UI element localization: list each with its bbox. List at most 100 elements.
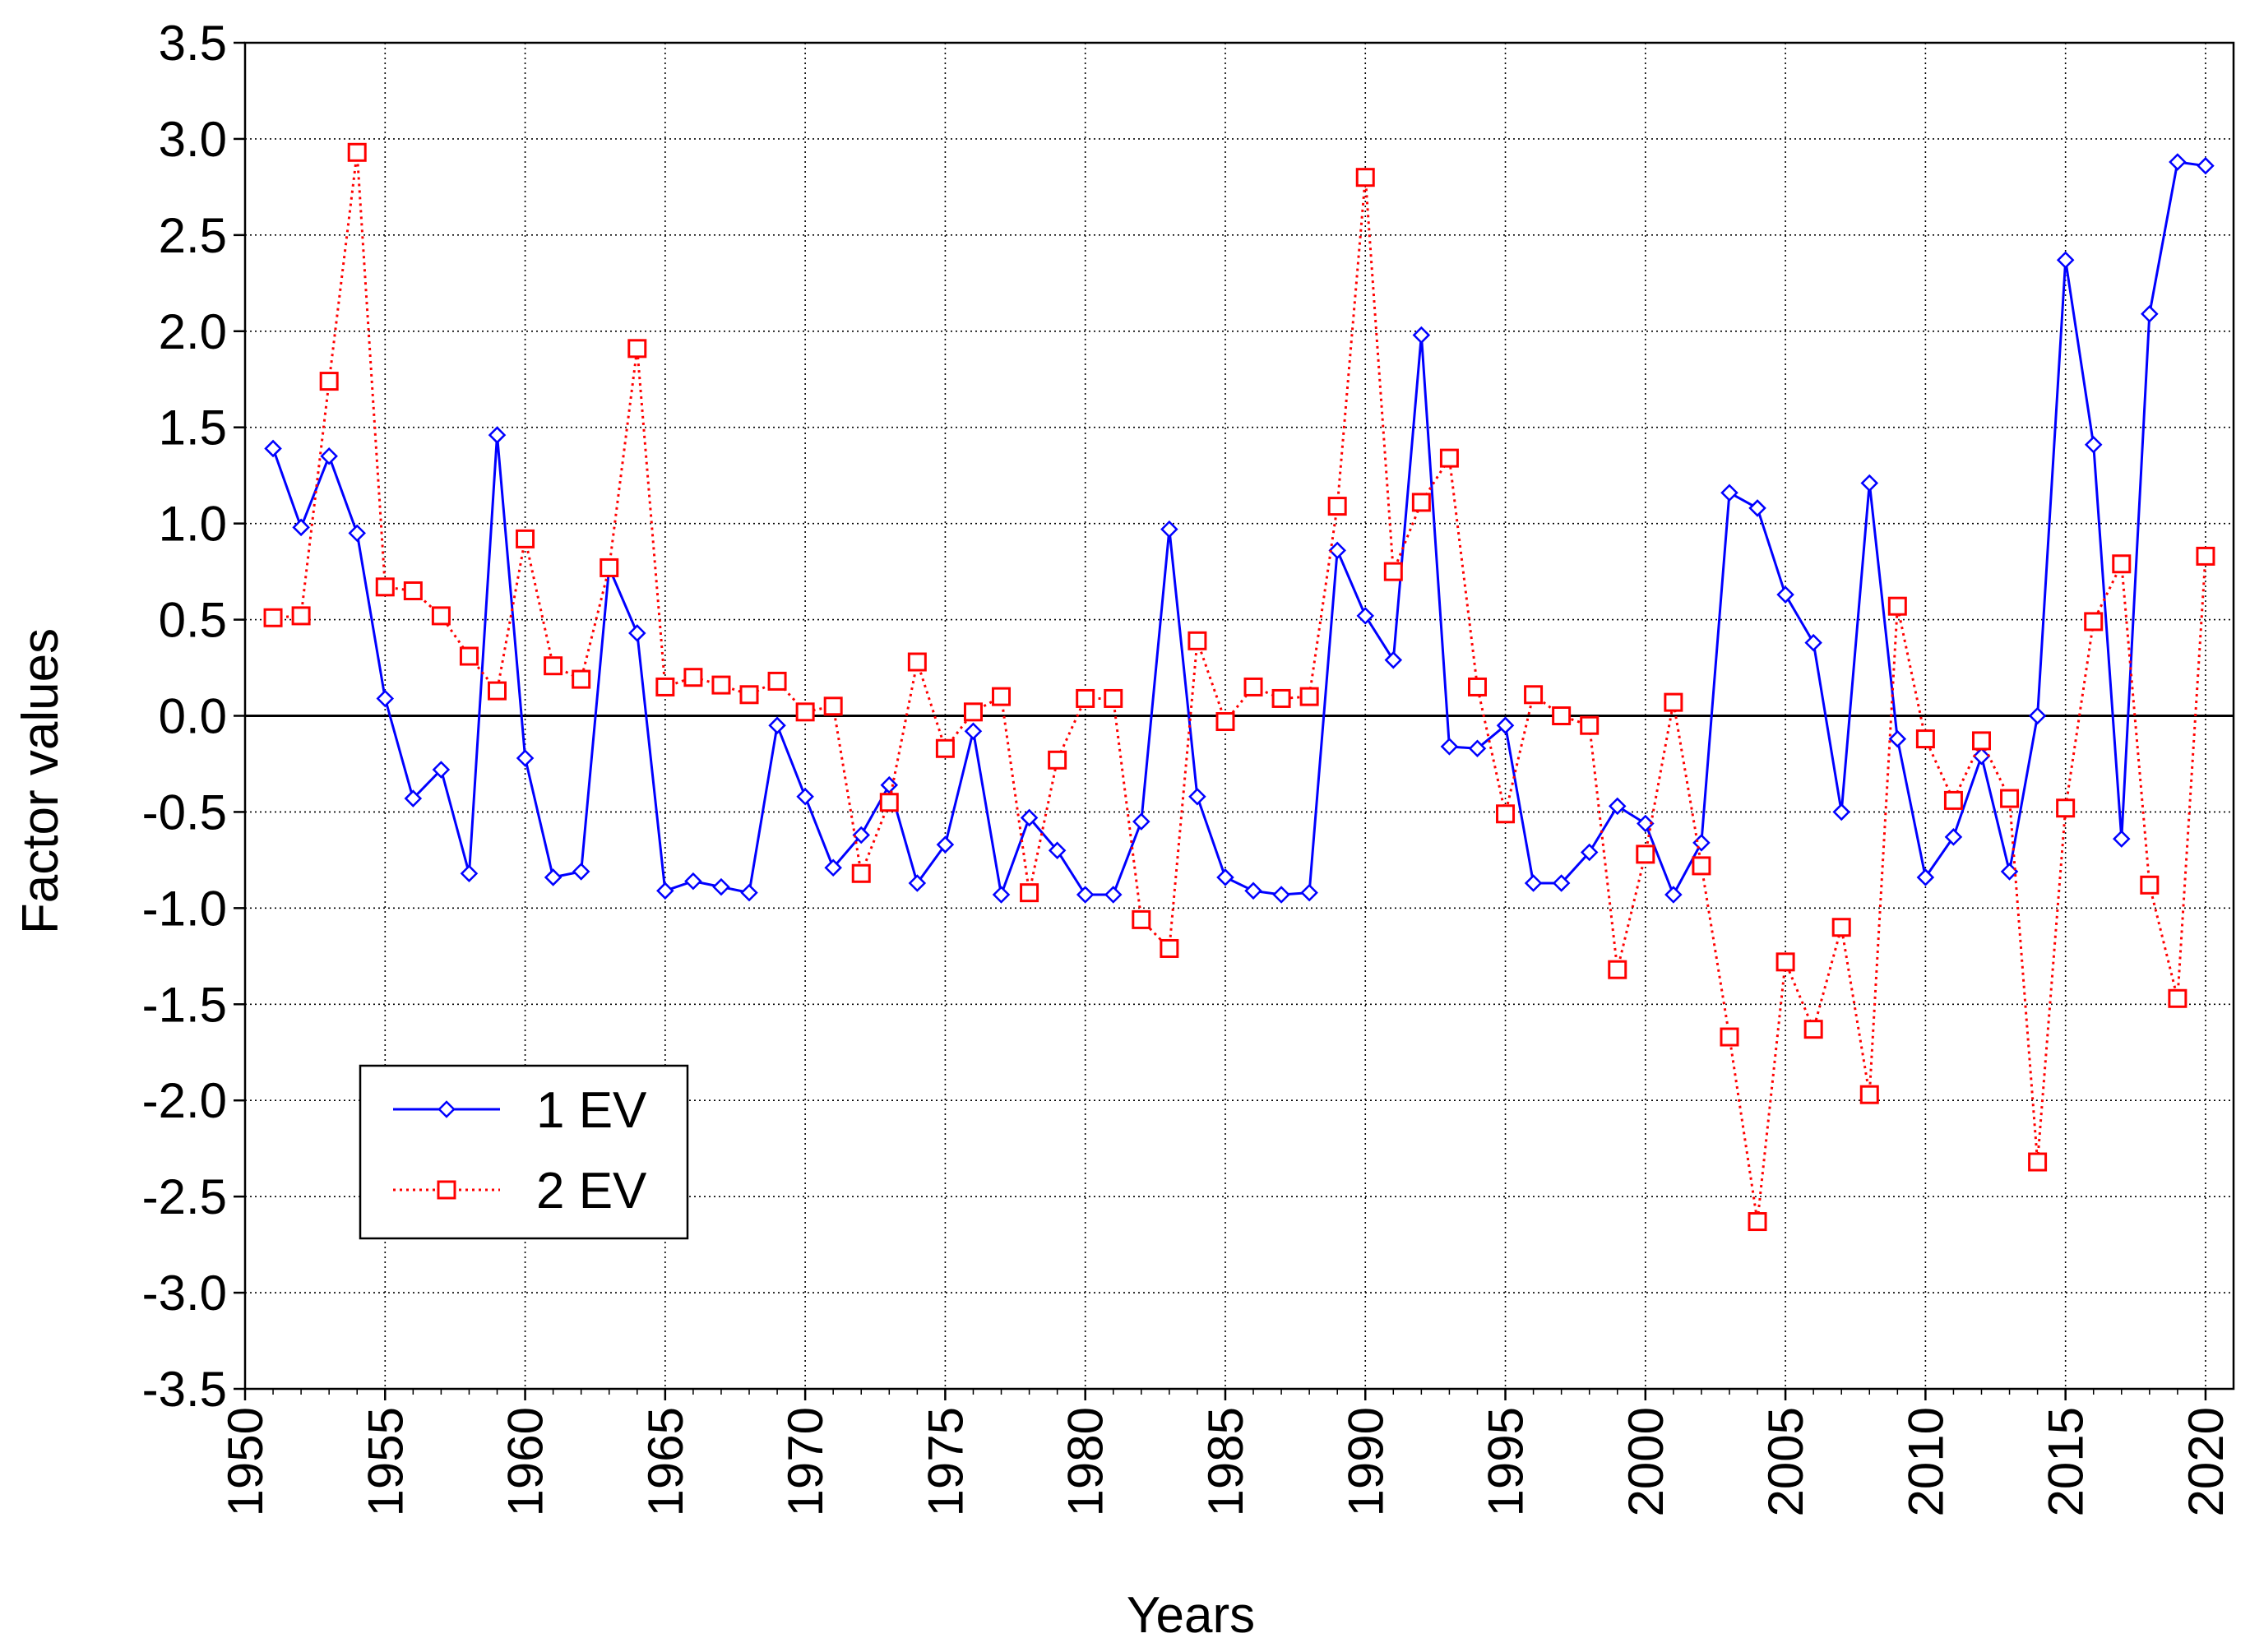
data-point bbox=[1440, 738, 1459, 756]
data-point bbox=[1076, 886, 1095, 904]
y-tick-label: 0.5 bbox=[159, 593, 227, 648]
data-point bbox=[1580, 715, 1600, 735]
data-point bbox=[431, 606, 451, 626]
data-point bbox=[1412, 326, 1431, 345]
data-point bbox=[2113, 830, 2131, 848]
data-point bbox=[292, 518, 310, 537]
data-point bbox=[879, 793, 899, 812]
data-point bbox=[1076, 688, 1095, 708]
data-point bbox=[291, 606, 311, 626]
data-point bbox=[1916, 868, 1935, 886]
x-tick-label: 1975 bbox=[918, 1407, 973, 1516]
data-point bbox=[1188, 787, 1206, 806]
data-point bbox=[1552, 706, 1572, 725]
x-axis-title: Years bbox=[1127, 1587, 1255, 1644]
x-tick-label: 2015 bbox=[2039, 1407, 2094, 1516]
data-point bbox=[1887, 596, 1907, 616]
data-point bbox=[823, 696, 843, 716]
data-point bbox=[1160, 520, 1178, 539]
data-point bbox=[1637, 814, 1655, 833]
data-point bbox=[1748, 1212, 1767, 1232]
data-point bbox=[907, 652, 927, 672]
legend-box bbox=[359, 1064, 689, 1240]
data-point bbox=[2028, 1152, 2048, 1172]
data-point bbox=[2084, 435, 2103, 454]
data-point bbox=[572, 669, 591, 689]
data-point bbox=[1300, 883, 1318, 902]
data-point bbox=[2141, 304, 2159, 323]
data-point bbox=[403, 581, 423, 600]
data-point bbox=[627, 339, 647, 359]
x-tick-label: 2010 bbox=[1898, 1407, 1953, 1516]
data-point bbox=[1720, 1027, 1739, 1047]
x-tick-label: 1995 bbox=[1479, 1407, 1534, 1516]
series-line bbox=[271, 160, 2206, 896]
y-tick-label: 0.0 bbox=[159, 689, 227, 744]
data-point bbox=[1859, 1085, 1879, 1104]
data-point bbox=[2197, 156, 2215, 175]
data-point bbox=[1832, 803, 1850, 821]
data-point bbox=[992, 687, 1012, 706]
data-point bbox=[935, 738, 955, 758]
data-point bbox=[1664, 886, 1683, 904]
data-point bbox=[1383, 562, 1403, 581]
data-point bbox=[1048, 750, 1067, 770]
data-point bbox=[1439, 448, 1459, 468]
data-point bbox=[600, 558, 619, 577]
data-point bbox=[1272, 886, 1290, 904]
data-point bbox=[2196, 546, 2215, 566]
legend-item-2-ev: 2 EV bbox=[393, 1163, 647, 1219]
series-2 bbox=[263, 142, 2215, 1232]
data-point bbox=[1020, 808, 1039, 827]
data-point bbox=[851, 863, 871, 883]
data-point bbox=[1524, 685, 1544, 705]
data-point bbox=[516, 529, 535, 548]
y-tick-label: -3.0 bbox=[142, 1266, 227, 1321]
series-line bbox=[272, 150, 2207, 1223]
data-point bbox=[1244, 882, 1262, 900]
data-point bbox=[852, 826, 871, 845]
data-point bbox=[375, 577, 395, 597]
data-point bbox=[795, 702, 815, 722]
data-point bbox=[936, 835, 955, 854]
data-point bbox=[1020, 883, 1039, 903]
data-point bbox=[1048, 841, 1067, 859]
data-point bbox=[1580, 843, 1599, 862]
data-point bbox=[1775, 952, 1795, 972]
data-point bbox=[1804, 633, 1822, 652]
x-tick-label: 2020 bbox=[2178, 1407, 2234, 1516]
data-point bbox=[684, 872, 702, 891]
series-layer bbox=[263, 142, 2215, 1232]
series-1 bbox=[264, 153, 2215, 904]
data-point bbox=[1271, 688, 1291, 708]
data-point bbox=[1188, 631, 1207, 650]
x-tick-label: 1970 bbox=[778, 1407, 833, 1516]
legend: 1 EV 2 EV bbox=[359, 1064, 689, 1240]
y-tick-label: -0.5 bbox=[142, 784, 227, 840]
data-point bbox=[1467, 677, 1487, 696]
data-point bbox=[1496, 716, 1515, 734]
data-point bbox=[1636, 845, 1655, 864]
axis-ticks: 1950 1955 1960 1965 1970 1975 1980 1985 1990 1995… bbox=[142, 16, 2234, 1516]
data-point bbox=[348, 524, 366, 543]
x-tick-label: 1965 bbox=[638, 1407, 693, 1516]
legend-marker-1-ev bbox=[438, 1100, 456, 1118]
data-point bbox=[1692, 856, 1711, 876]
data-point bbox=[1803, 1020, 1823, 1039]
x-tick-label: 1960 bbox=[498, 1407, 553, 1516]
data-point bbox=[739, 685, 759, 705]
data-point bbox=[2028, 706, 2047, 725]
data-point bbox=[1104, 688, 1123, 708]
data-point bbox=[1888, 729, 1907, 748]
data-point bbox=[1411, 493, 1431, 512]
data-point bbox=[460, 864, 479, 883]
data-point bbox=[1776, 585, 1794, 604]
data-point bbox=[516, 749, 535, 767]
x-tick-label: 1990 bbox=[1338, 1407, 1393, 1516]
data-point bbox=[320, 447, 338, 465]
data-point bbox=[544, 868, 562, 886]
data-point bbox=[459, 646, 479, 666]
data-point bbox=[1132, 812, 1150, 831]
data-point bbox=[1327, 497, 1347, 516]
y-tick-label: 3.5 bbox=[159, 16, 227, 71]
